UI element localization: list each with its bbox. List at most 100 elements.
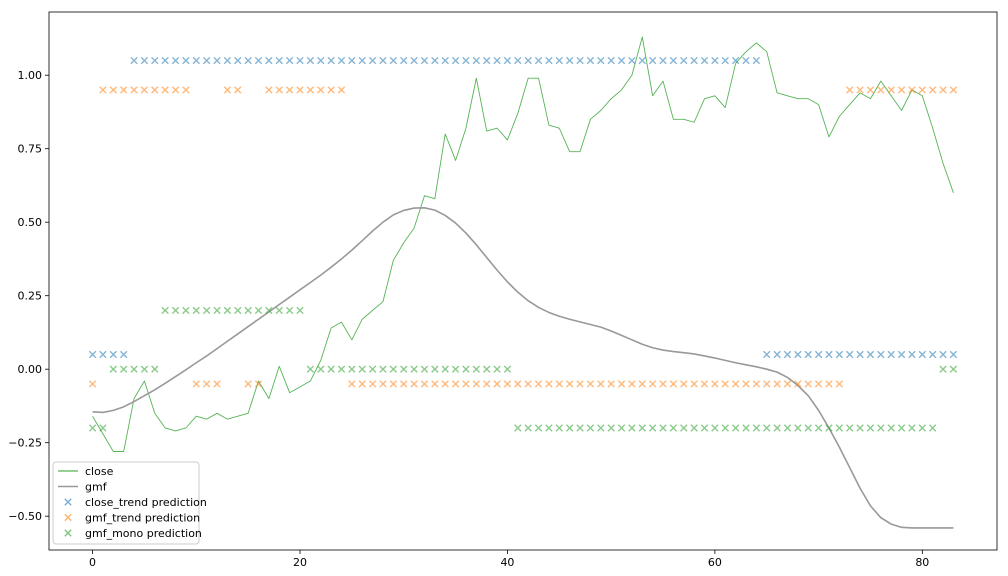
scatter-point xyxy=(690,380,698,388)
scatter-point xyxy=(846,86,854,94)
scatter-point xyxy=(130,56,138,65)
scatter-point xyxy=(223,306,232,315)
scatter-point xyxy=(99,350,107,359)
scatter-point xyxy=(835,380,844,388)
scatter-point xyxy=(119,350,128,359)
scatter-point xyxy=(597,424,605,432)
scatter-point xyxy=(555,380,563,388)
scatter-point xyxy=(171,306,180,315)
legend-swatch-marker xyxy=(64,529,72,537)
scatter-point xyxy=(897,86,906,94)
scatter-point xyxy=(441,365,449,373)
scatter-point xyxy=(514,56,522,65)
scatter-point xyxy=(275,56,283,65)
scatter-point xyxy=(182,86,190,94)
scatter-point xyxy=(804,424,812,432)
scatter-point xyxy=(462,365,470,373)
scatter-point xyxy=(99,424,107,432)
scatter-point xyxy=(607,56,615,65)
scatter-point xyxy=(908,86,916,94)
scatter-point xyxy=(825,424,833,432)
scatter-point xyxy=(669,380,678,388)
scatter-point xyxy=(441,56,449,65)
scatter-point xyxy=(202,380,211,388)
scatter-point xyxy=(825,350,833,359)
scatter-point xyxy=(234,56,242,65)
scatter-point xyxy=(410,365,418,373)
scatter-point xyxy=(763,350,771,359)
scatter-point xyxy=(752,424,761,432)
scatter-point xyxy=(130,365,138,373)
scatter-point xyxy=(306,365,315,373)
scatter-point xyxy=(296,306,304,315)
scatter-point xyxy=(462,56,470,65)
scatter-point xyxy=(151,56,159,65)
scatter-point xyxy=(109,86,118,94)
y-tick-label: −0.50 xyxy=(8,510,42,523)
scatter-point xyxy=(773,350,781,359)
scatter-point xyxy=(182,56,190,65)
scatter-point xyxy=(586,380,595,388)
scatter-point xyxy=(161,306,169,315)
plot-area xyxy=(49,12,997,550)
scatter-point xyxy=(659,380,667,388)
scatter-point xyxy=(918,350,927,359)
scatter-point xyxy=(908,350,916,359)
scatter-point xyxy=(234,86,242,94)
scatter-point xyxy=(368,365,377,373)
scatter-point xyxy=(939,350,947,359)
scatter-point xyxy=(846,424,854,432)
legend-label: gmf_mono prediction xyxy=(85,527,202,540)
scatter-point xyxy=(317,365,325,373)
scatter-point xyxy=(711,424,719,432)
scatter-point xyxy=(410,380,418,388)
scatter-point xyxy=(659,56,667,65)
scatter-point xyxy=(358,380,366,388)
scatter-point xyxy=(244,380,252,388)
scatter-point xyxy=(337,56,346,65)
legend-swatch-marker xyxy=(64,498,72,506)
scatter-point xyxy=(223,56,232,65)
scatter-point xyxy=(752,56,761,65)
scatter-point xyxy=(877,424,885,432)
scatter-point xyxy=(690,56,698,65)
scatter-point xyxy=(877,350,885,359)
scatter-point xyxy=(783,424,792,432)
scatter-point xyxy=(752,380,761,388)
scatter-point xyxy=(773,380,781,388)
scatter-point xyxy=(503,56,512,65)
scatter-point xyxy=(265,86,273,94)
x-tick-label: 40 xyxy=(500,556,514,569)
scatter-point xyxy=(628,56,636,65)
scatter-point xyxy=(182,306,190,315)
scatter-point xyxy=(244,56,252,65)
scatter-point xyxy=(866,350,875,359)
scatter-point xyxy=(794,380,802,388)
legend-label: gmf xyxy=(85,481,108,494)
scatter-point xyxy=(731,380,740,388)
y-tick-label: 0.25 xyxy=(18,290,43,303)
scatter-point xyxy=(337,365,346,373)
scatter-point xyxy=(565,424,574,432)
scatter-point xyxy=(565,56,574,65)
scatter-point xyxy=(534,56,543,65)
scatter-point xyxy=(586,424,595,432)
scatter-point xyxy=(130,86,138,94)
scatter-point xyxy=(576,380,584,388)
scatter-point xyxy=(846,350,854,359)
scatter-point xyxy=(545,56,553,65)
scatter-point xyxy=(866,424,875,432)
legend-label: close_trend prediction xyxy=(85,496,207,509)
scatter-point xyxy=(939,86,947,94)
scatter-point xyxy=(524,380,532,388)
scatter-point xyxy=(389,380,398,388)
scatter-series-1 xyxy=(88,86,958,388)
scatter-point xyxy=(213,380,221,388)
y-tick-label: 0.50 xyxy=(18,216,43,229)
scatter-point xyxy=(607,380,615,388)
scatter-point xyxy=(586,56,595,65)
scatter-point xyxy=(773,424,781,432)
scatter-point xyxy=(202,306,211,315)
scatter-point xyxy=(317,56,325,65)
